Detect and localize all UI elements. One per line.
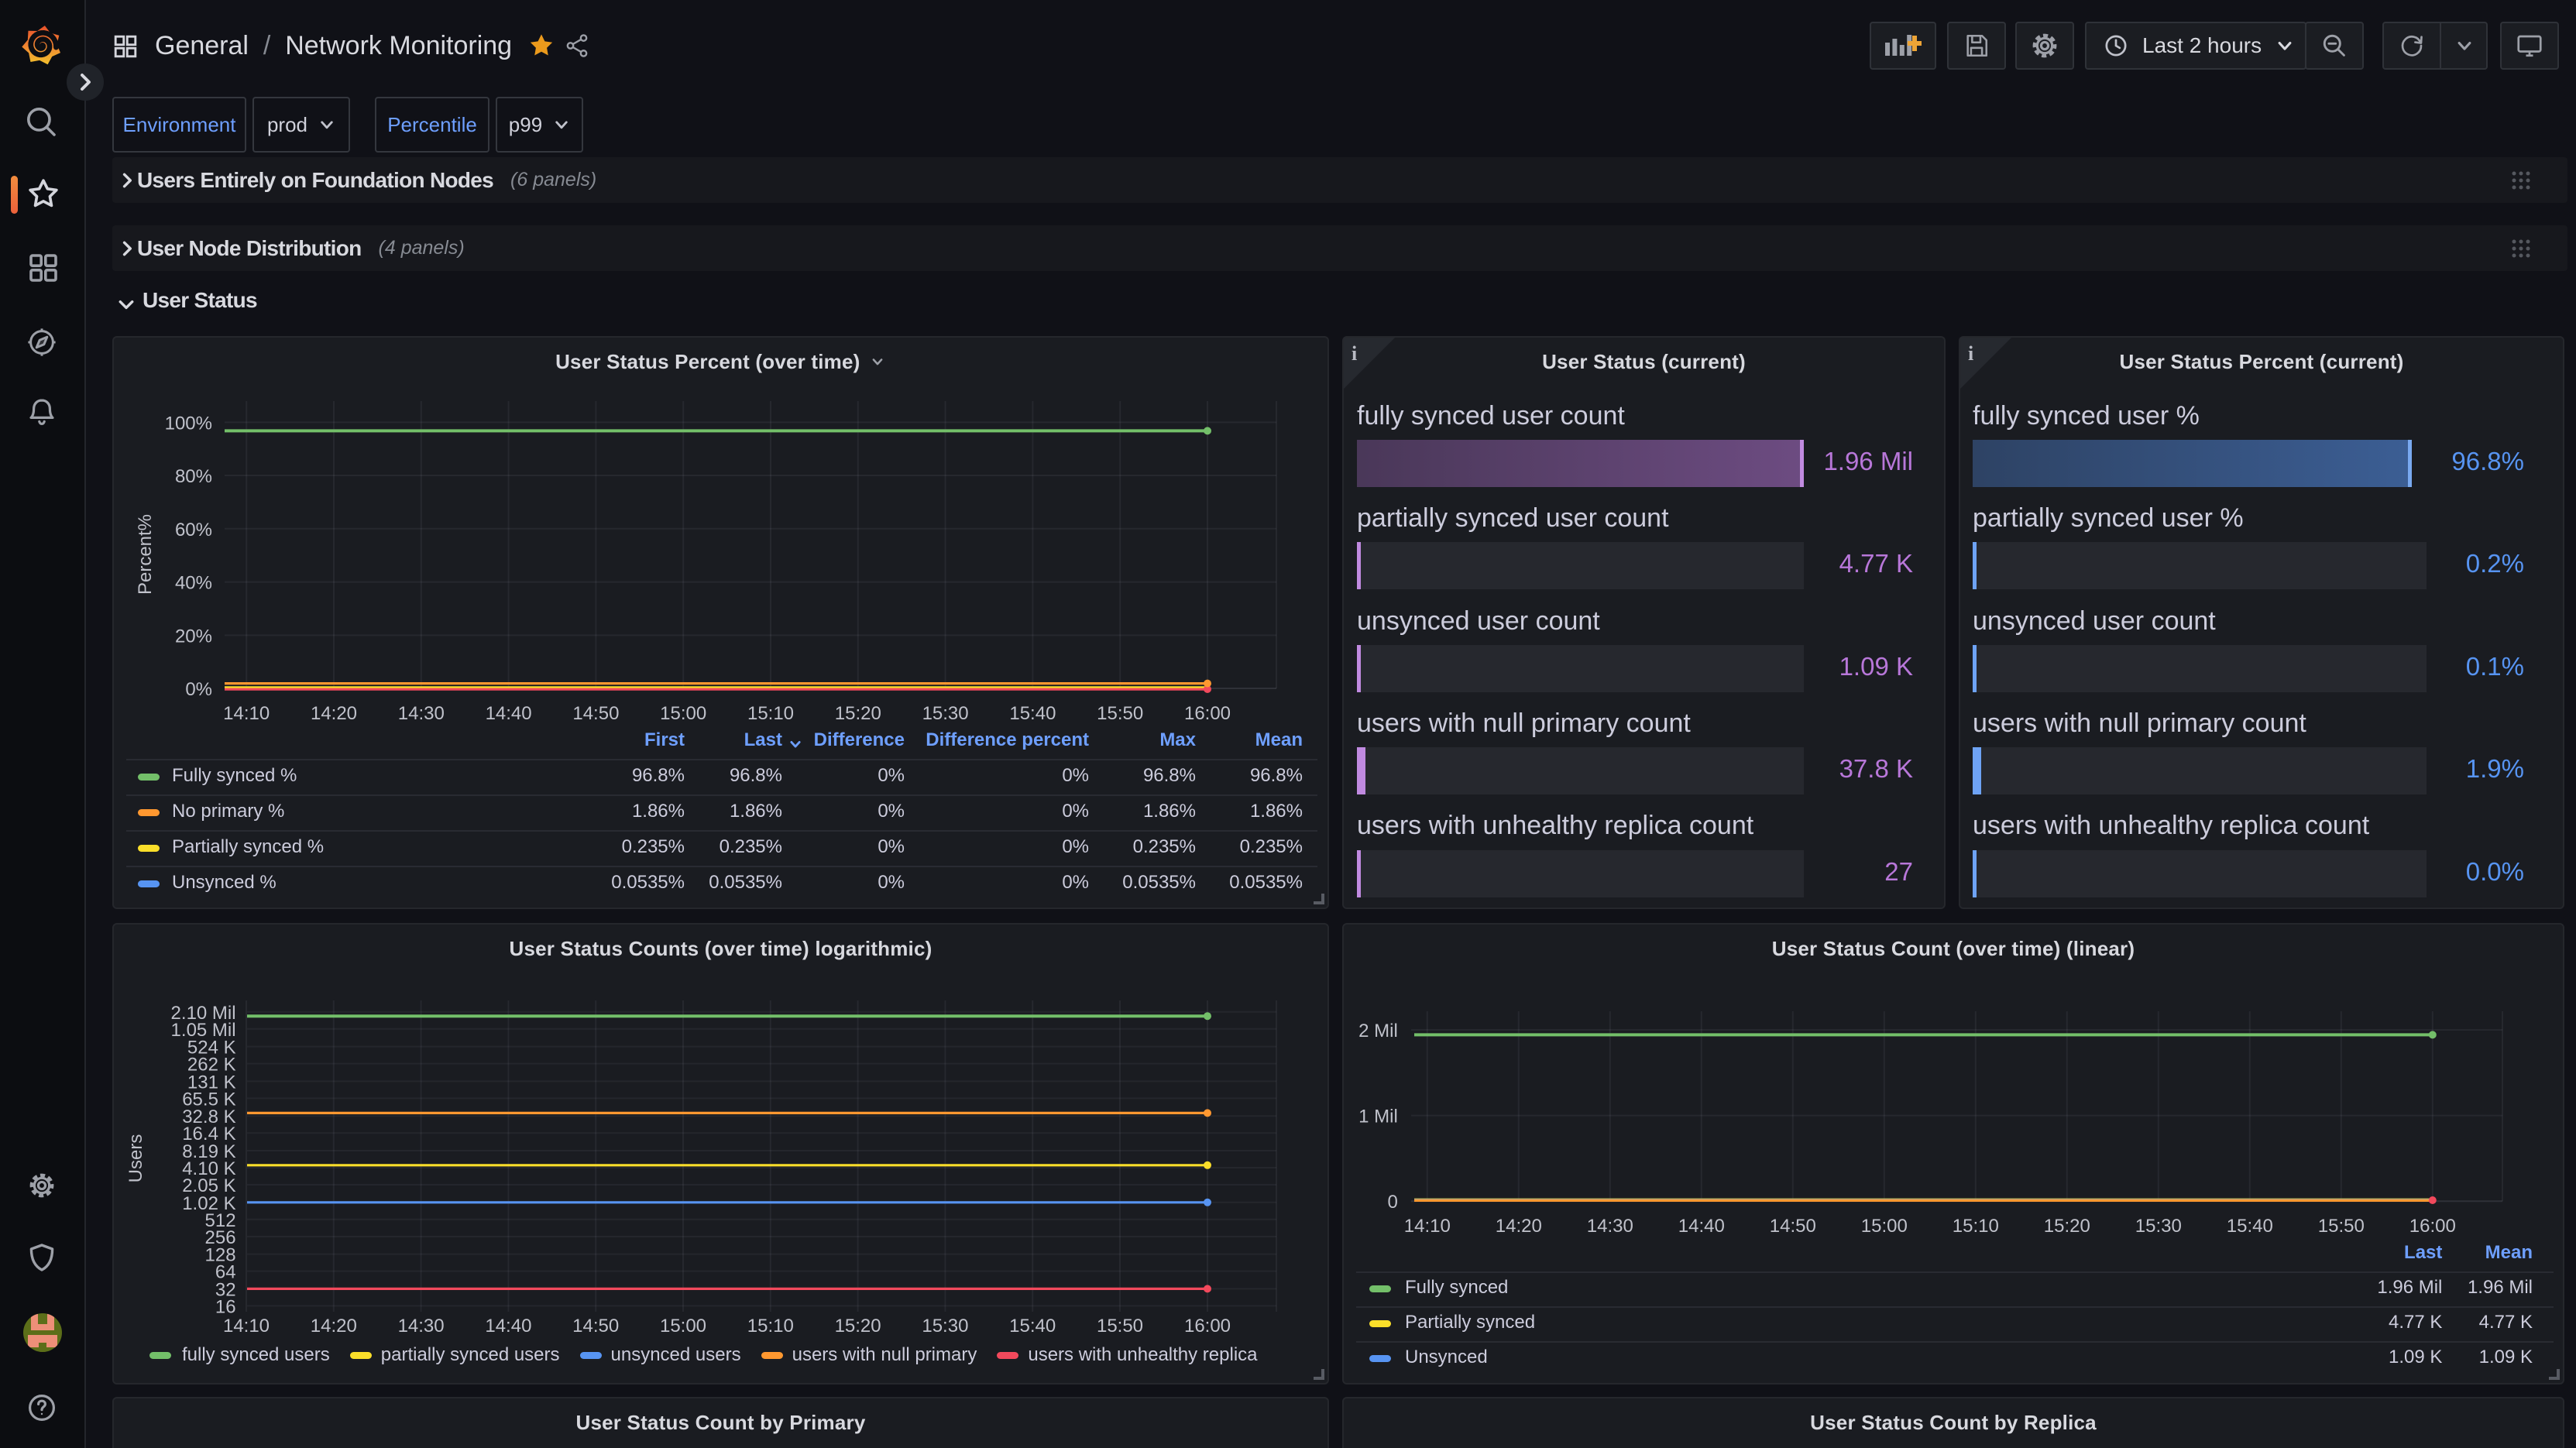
svg-text:14:50: 14:50 [572,703,619,724]
svg-text:32.8 K: 32.8 K [182,1107,235,1127]
svg-text:15:20: 15:20 [835,703,881,724]
svg-text:262 K: 262 K [187,1055,236,1076]
svg-text:15:10: 15:10 [747,1316,794,1336]
svg-text:15:50: 15:50 [1097,703,1143,724]
svg-text:14:10: 14:10 [1404,1216,1451,1237]
svg-text:100%: 100% [165,413,212,434]
svg-text:14:40: 14:40 [485,1316,531,1336]
svg-text:15:30: 15:30 [922,1316,968,1336]
svg-text:8.19 K: 8.19 K [182,1141,235,1162]
svg-text:15:00: 15:00 [1861,1216,1908,1237]
svg-text:32: 32 [215,1279,236,1300]
svg-text:14:20: 14:20 [311,703,357,724]
svg-text:15:40: 15:40 [2227,1216,2273,1237]
svg-text:15:10: 15:10 [747,703,794,724]
svg-text:14:30: 14:30 [1587,1216,1633,1237]
svg-text:0%: 0% [185,679,212,700]
svg-text:524 K: 524 K [187,1038,236,1059]
svg-text:16.4 K: 16.4 K [182,1124,235,1144]
svg-text:131 K: 131 K [187,1072,236,1093]
svg-text:4.10 K: 4.10 K [182,1158,235,1179]
svg-text:1 Mil: 1 Mil [1358,1107,1398,1127]
svg-text:16: 16 [215,1296,236,1317]
svg-text:15:40: 15:40 [1009,703,1056,724]
svg-text:14:30: 14:30 [398,1316,445,1336]
svg-text:80%: 80% [175,466,212,487]
svg-text:15:50: 15:50 [1097,1316,1143,1336]
svg-text:40%: 40% [175,573,212,594]
svg-text:14:20: 14:20 [311,1316,357,1336]
svg-text:15:40: 15:40 [1009,1316,1056,1336]
svg-text:15:00: 15:00 [660,703,706,724]
svg-text:20%: 20% [175,626,212,647]
svg-text:14:10: 14:10 [223,703,270,724]
svg-text:512: 512 [205,1210,236,1231]
svg-text:15:30: 15:30 [922,703,969,724]
svg-text:60%: 60% [175,520,212,540]
svg-text:14:20: 14:20 [1496,1216,1542,1237]
svg-text:Percent%: Percent% [135,514,156,595]
svg-text:Users: Users [125,1134,146,1183]
svg-text:14:30: 14:30 [398,703,445,724]
svg-text:14:10: 14:10 [223,1316,270,1336]
svg-text:14:50: 14:50 [1770,1216,1816,1237]
svg-text:15:10: 15:10 [1953,1216,1999,1237]
svg-text:2.10 Mil: 2.10 Mil [171,1003,236,1024]
svg-text:15:20: 15:20 [2044,1216,2090,1237]
svg-text:2.05 K: 2.05 K [182,1175,235,1196]
svg-text:14:50: 14:50 [572,1316,619,1336]
svg-text:15:30: 15:30 [2135,1216,2182,1237]
svg-text:1.05 Mil: 1.05 Mil [171,1020,236,1041]
svg-text:14:40: 14:40 [1678,1216,1725,1237]
svg-text:14:40: 14:40 [486,703,532,724]
svg-text:65.5 K: 65.5 K [182,1089,235,1110]
svg-text:15:20: 15:20 [835,1316,881,1336]
svg-text:15:00: 15:00 [660,1316,706,1336]
svg-text:16:00: 16:00 [2409,1216,2456,1237]
svg-text:0: 0 [1387,1192,1397,1213]
svg-text:16:00: 16:00 [1184,1316,1231,1336]
svg-text:15:50: 15:50 [2318,1216,2365,1237]
svg-text:128: 128 [205,1245,236,1266]
svg-text:256: 256 [205,1227,236,1248]
svg-text:16:00: 16:00 [1184,703,1231,724]
svg-text:2 Mil: 2 Mil [1358,1021,1398,1041]
svg-text:64: 64 [215,1262,236,1283]
svg-text:1.02 K: 1.02 K [182,1193,235,1214]
